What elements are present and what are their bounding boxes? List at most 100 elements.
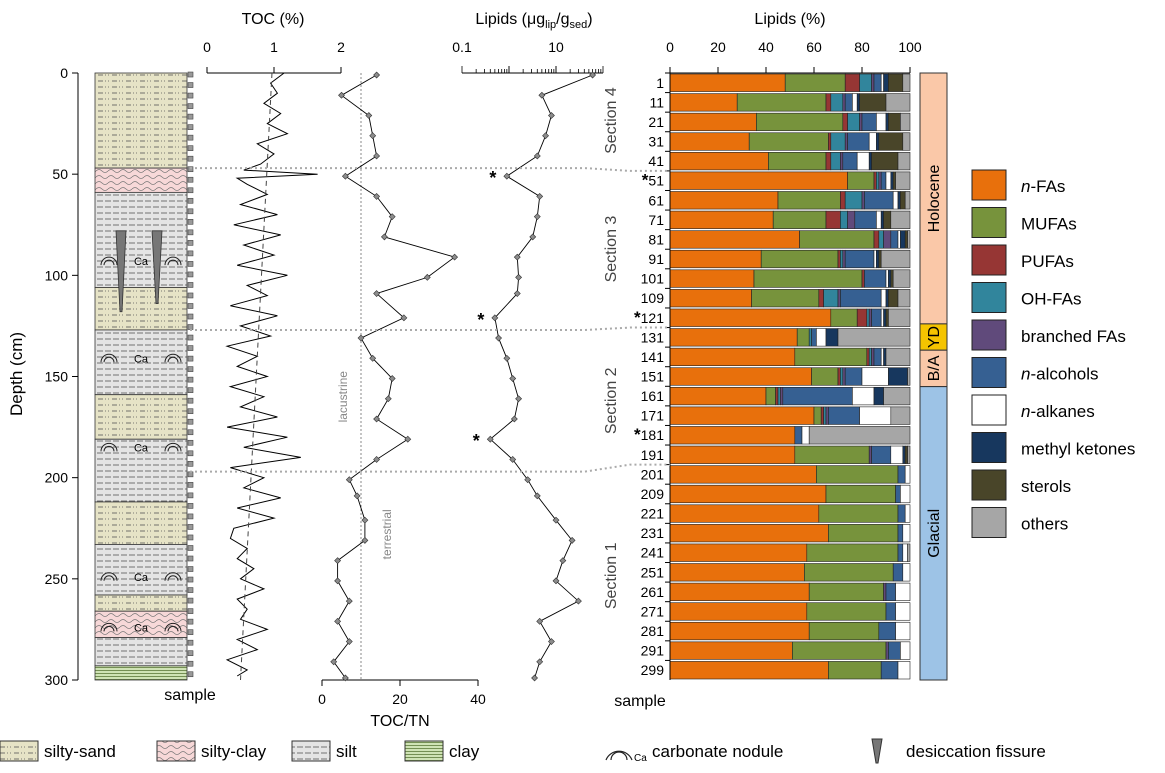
lipids-abs-point (503, 354, 511, 362)
lithology-layer-silty-clay (94, 167, 188, 193)
legend-label: n-alkanes (1021, 402, 1095, 421)
lithology-column: Ca Ca Ca Ca Ca (94, 71, 194, 681)
lipids-abs-point (552, 516, 560, 524)
bar-segment-mufas (751, 289, 820, 308)
sample-marker (187, 229, 194, 236)
bar-segment-mufas (765, 386, 776, 406)
toctn-tick-label: 20 (392, 691, 408, 707)
toc-panel: TOC (%) 0 1 2 (203, 11, 345, 681)
sample-marker (187, 482, 194, 488)
bar-segment-pufas (825, 152, 832, 171)
bar-segment-others (837, 328, 911, 347)
carbonate-nodule-icon (103, 445, 115, 452)
bar-segment-oh-fas (840, 367, 844, 386)
sample-marker (187, 450, 194, 457)
toctn-point (404, 435, 412, 443)
bar-segment-methyl-ketones (880, 210, 884, 229)
sample-label: 1 (656, 75, 664, 91)
bar-segment-n-alcohols (811, 328, 817, 347)
toctn-point (400, 314, 408, 322)
legend-label-rest: -alkanes (1030, 402, 1094, 421)
toctn-point (380, 233, 388, 241)
sample-marker (187, 671, 194, 678)
legend-swatch (971, 357, 1007, 388)
bar-segment-n-fas (669, 191, 779, 210)
toctn-point (369, 354, 377, 362)
bar-segment-n-alkanes (892, 191, 899, 210)
bar-segment-oh-fas (859, 73, 872, 92)
toctn-panel: 0 20 40 TOC/TN lacustrine terrestrial (318, 71, 486, 730)
lipids-abs-point (533, 213, 541, 221)
lithology-layer-silt (94, 191, 188, 288)
bar-segment-n-alcohols (861, 112, 877, 132)
lithology-layer-silty-sand (94, 594, 188, 612)
legend-label: MUFAs (1021, 215, 1077, 234)
toctn-tick-label: 0 (318, 691, 326, 707)
bar-segment-others (907, 543, 911, 562)
toctn-axis: 0 20 40 (318, 679, 486, 707)
toctn-tick-label: 40 (470, 691, 486, 707)
bar-segment-sterols (885, 308, 889, 327)
bar-segment-mufas (784, 73, 846, 92)
depth-tick-label: 200 (45, 470, 69, 486)
bar-segment-mufas (847, 171, 875, 190)
lithology-layer-silt (94, 438, 188, 503)
bar-segment-pufas (840, 191, 846, 210)
toctn-point (334, 557, 342, 565)
bar-segment-mufas (806, 602, 887, 621)
bar-segment-branched-fas (840, 152, 844, 171)
legend-swatch-silty-clay (156, 740, 196, 762)
bar-segment-n-fas (669, 465, 817, 484)
carbonate-nodule-icon (100, 442, 118, 452)
sample-marker (187, 555, 194, 562)
bar-segment-n-fas (669, 132, 750, 151)
bar-segment-n-fas (669, 249, 762, 269)
bar-segment-n-fas (669, 484, 827, 504)
bar-segment-others (885, 93, 911, 112)
bar-segment-n-alkanes (876, 210, 882, 229)
bar-segment-mufas (777, 191, 841, 210)
bar-segment-sterols (859, 93, 887, 112)
sample-marker (187, 303, 194, 309)
sample-label: 251 (641, 564, 665, 580)
bar-segment-branched-fas (861, 191, 865, 210)
lithology-legend: silty-sand silty-clay silt clay Ca carbonate … (0, 738, 1046, 764)
bar-segment-pufas (837, 249, 841, 269)
depth-tick-label: 300 (45, 672, 69, 688)
bar-segment-n-alkanes (902, 543, 908, 562)
bar-segment-n-alcohols (864, 269, 887, 288)
toc-title: TOC (%) (242, 11, 305, 28)
toctn-xlabel: TOC/TN (370, 713, 429, 730)
depth-tick-labels: 0 50 100 150 200 250 300 (45, 65, 79, 688)
legend-label-nodule: carbonate nodule (652, 742, 783, 761)
bar-segment-sterols (890, 269, 894, 288)
bar-segment-n-fas (669, 269, 755, 288)
carbonate-nodule-icon (100, 622, 118, 632)
bar-segment-pufas (856, 308, 868, 327)
sample-label: 41 (648, 153, 664, 169)
bar-segment-methyl-ketones (888, 367, 908, 386)
sample-marker (187, 155, 194, 162)
bar-segment-sterols (871, 152, 899, 171)
lipids-abs-point (589, 71, 596, 79)
bar-segment-n-alkanes (895, 582, 911, 601)
sample-marker (187, 429, 194, 436)
sample-number: 181 (641, 427, 665, 443)
nodule-label: Ca (134, 442, 149, 454)
toctn-point (388, 375, 396, 382)
sample-marker (187, 282, 194, 288)
bar-segment-n-alcohols (890, 230, 899, 249)
depth-tick-label: 150 (45, 369, 69, 385)
lipids-abs-plot: * * * (473, 71, 596, 682)
legend-label-silty-sand: silty-sand (44, 742, 116, 761)
lipids-pct-panel: Lipids (%) 0 20 40 60 80 100 111213141*516171… (603, 11, 922, 710)
bar-segment-n-alkanes (861, 367, 889, 386)
lithology-layer-silt (94, 637, 188, 667)
bar-segment-sterols (878, 132, 904, 151)
bar-segment-n-alkanes (859, 406, 892, 425)
sample-label: 191 (641, 447, 665, 463)
lipids-abs-point (486, 435, 494, 443)
legend-swatch-silty-sand (0, 740, 39, 762)
bar-segment-n-alkanes (895, 621, 911, 641)
bar-segment-n-fas (669, 582, 810, 601)
